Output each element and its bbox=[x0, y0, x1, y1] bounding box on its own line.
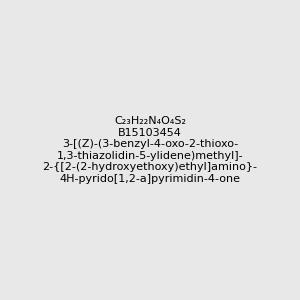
Text: C₂₃H₂₂N₄O₄S₂
B15103454
3-[(Z)-(3-benzyl-4-oxo-2-thioxo-
1,3-thiazolidin-5-yliden: C₂₃H₂₂N₄O₄S₂ B15103454 3-[(Z)-(3-benzyl-… bbox=[43, 116, 257, 184]
